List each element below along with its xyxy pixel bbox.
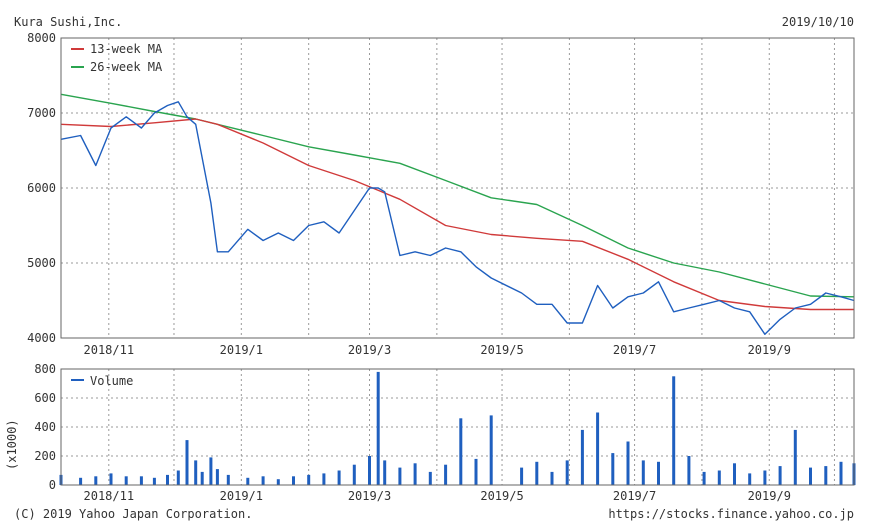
price-x-tick-label: 2019/9 xyxy=(748,343,791,357)
volume-bar xyxy=(352,464,356,485)
axis-ticks: 4000 5000 6000 7000 8000 0 200 400 600 800 2018/11… xyxy=(27,31,791,503)
volume-bar xyxy=(176,470,180,485)
volume-bar xyxy=(215,469,219,485)
header-date: 2019/10/10 xyxy=(782,15,854,29)
volume-bar xyxy=(733,463,736,486)
volume-bar xyxy=(793,429,797,485)
volume-bar xyxy=(580,429,584,485)
volume-x-tick-label: 2019/1 xyxy=(220,489,263,503)
ma13-line xyxy=(60,118,854,311)
volume-y-tick-label: 800 xyxy=(34,362,56,376)
volume-bar xyxy=(413,463,417,486)
volume-bar xyxy=(459,418,463,485)
ma13-legend-label: 13-week MA xyxy=(90,42,163,56)
volume-bar xyxy=(368,456,371,485)
volume-bar xyxy=(839,461,843,485)
price-panel-border xyxy=(60,37,855,339)
volume-bar xyxy=(565,460,569,485)
volume-bar xyxy=(474,458,478,485)
price-x-tick-label: 2019/5 xyxy=(480,343,523,357)
source-url[interactable]: https://stocks.finance.yahoo.co.jp xyxy=(608,507,854,521)
volume-bar xyxy=(194,460,198,485)
volume-bar xyxy=(276,479,280,485)
company-name: Kura Sushi,Inc. xyxy=(14,15,122,29)
volume-bar xyxy=(152,477,156,486)
volume-bar xyxy=(109,473,113,485)
price-line xyxy=(60,101,855,335)
volume-bar xyxy=(717,470,721,485)
volume-x-tick-label: 2019/7 xyxy=(613,489,656,503)
volume-bar xyxy=(166,474,169,485)
volume-x-tick-label: 2019/5 xyxy=(480,489,523,503)
volume-y-tick-label: 400 xyxy=(34,420,56,434)
volume-x-tick-label: 2018/11 xyxy=(84,489,135,503)
volume-bar xyxy=(444,464,448,485)
volume-bar xyxy=(94,476,98,485)
volume-bar xyxy=(428,471,432,485)
volume-bar xyxy=(641,460,645,485)
volume-bar xyxy=(124,476,128,485)
volume-bar xyxy=(307,474,311,485)
volume-legend: Volume xyxy=(71,374,133,388)
volume-bar xyxy=(520,467,524,485)
volume-bar xyxy=(535,461,539,485)
volume-bar xyxy=(246,477,250,486)
volume-bar xyxy=(687,456,691,485)
volume-bar xyxy=(657,461,660,485)
volume-unit-label: (x1000) xyxy=(5,419,19,470)
volume-bar xyxy=(672,376,676,486)
volume-bar xyxy=(261,476,265,485)
ma26-line xyxy=(60,93,855,298)
copyright: (C) 2019 Yahoo Japan Corporation. xyxy=(14,507,252,521)
price-y-tick-label: 7000 xyxy=(27,106,56,120)
volume-bar xyxy=(322,473,326,485)
volume-bar xyxy=(550,471,554,485)
volume-bar xyxy=(778,466,782,485)
volume-bar xyxy=(748,473,752,485)
volume-y-tick-label: 200 xyxy=(34,449,56,463)
volume-y-tick-label: 600 xyxy=(34,391,56,405)
price-x-tick-label: 2019/3 xyxy=(348,343,391,357)
price-x-tick-label: 2018/11 xyxy=(84,343,135,357)
volume-bar xyxy=(209,457,213,485)
price-y-tick-label: 5000 xyxy=(27,256,56,270)
volume-bar xyxy=(824,466,828,485)
volume-bar xyxy=(383,460,387,485)
volume-bar xyxy=(702,471,706,485)
price-y-tick-label: 6000 xyxy=(27,181,56,195)
price-grid xyxy=(61,38,854,338)
volume-bar xyxy=(611,453,615,485)
volume-bar xyxy=(763,470,767,485)
volume-x-tick-label: 2019/3 xyxy=(348,489,391,503)
volume-bar xyxy=(292,476,295,485)
volume-bar xyxy=(185,440,189,485)
price-x-tick-label: 2019/7 xyxy=(613,343,656,357)
volume-panel-border xyxy=(60,368,855,486)
volume-bars xyxy=(59,371,856,486)
volume-bar xyxy=(376,371,380,485)
volume-bar xyxy=(79,477,83,486)
volume-y-tick-label: 0 xyxy=(49,478,56,492)
volume-bar xyxy=(489,415,493,485)
price-lines xyxy=(60,93,855,335)
ma26-legend-label: 26-week MA xyxy=(90,60,163,74)
volume-x-tick-label: 2019/9 xyxy=(748,489,791,503)
volume-bar xyxy=(200,471,204,485)
volume-bar xyxy=(139,476,143,485)
volume-bar xyxy=(809,467,812,485)
volume-bar xyxy=(398,467,402,485)
volume-bar xyxy=(596,412,600,485)
price-legend: 13-week MA 26-week MA xyxy=(71,42,163,74)
price-x-tick-label: 2019/1 xyxy=(220,343,263,357)
volume-bar xyxy=(337,470,341,485)
price-y-tick-label: 4000 xyxy=(27,331,56,345)
volume-legend-label: Volume xyxy=(90,374,133,388)
price-y-tick-label: 8000 xyxy=(27,31,56,45)
volume-bar xyxy=(226,474,230,485)
volume-bar xyxy=(626,441,630,485)
